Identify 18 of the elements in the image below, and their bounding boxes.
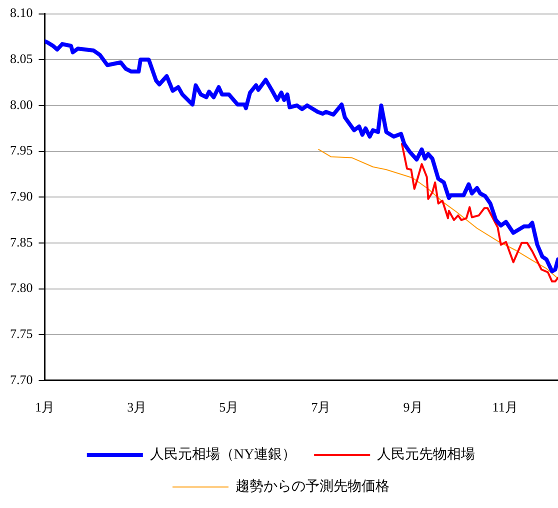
x-tick-label: 3月 — [127, 400, 147, 415]
x-tick-label: 9月 — [403, 400, 423, 415]
x-tick-label: 1月 — [35, 400, 54, 415]
y-tick-label: 8.00 — [10, 96, 33, 112]
x-tick-label: 11月 — [492, 400, 518, 415]
y-tick-label: 8.10 — [10, 5, 33, 20]
y-tick-label: 8.05 — [10, 51, 33, 66]
x-tick-label: 7月 — [311, 400, 331, 415]
legend-label: 人民元相場（NY連銀） — [150, 446, 296, 463]
y-tick-label: 7.95 — [10, 142, 33, 158]
y-tick-label: 7.80 — [10, 280, 33, 296]
y-tick-label: 7.85 — [10, 234, 33, 250]
legend-label: 人民元先物相場 — [377, 446, 476, 463]
legend-label: 趨勢からの予測先物価格 — [236, 478, 390, 495]
y-tick-label: 7.75 — [10, 326, 33, 341]
x-tick-label: 5月 — [219, 400, 239, 415]
y-tick-label: 7.90 — [10, 188, 33, 204]
y-tick-label: 7.70 — [10, 372, 33, 387]
